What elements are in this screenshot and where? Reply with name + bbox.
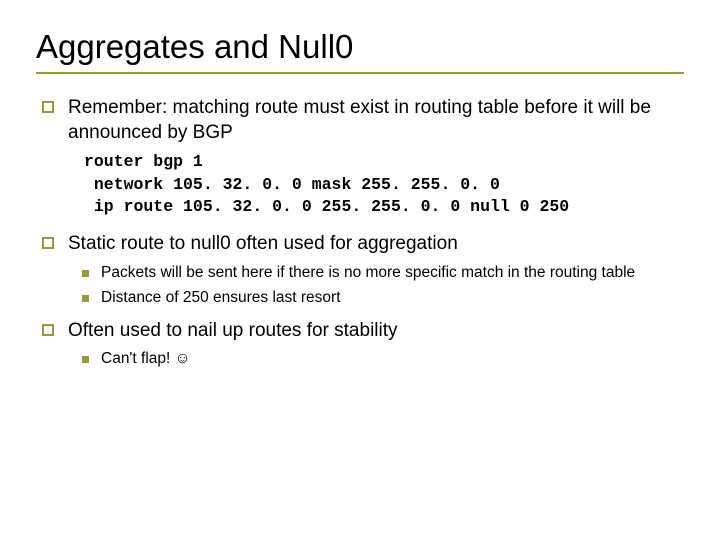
- bullet-item: Often used to nail up routes for stabili…: [42, 319, 684, 344]
- sub-bullet-group: Can't flap! ☺: [82, 349, 684, 370]
- bullet-text: Remember: matching route must exist in r…: [68, 96, 684, 145]
- bullet-group-3: Often used to nail up routes for stabili…: [42, 319, 684, 371]
- square-bullet-icon: [42, 324, 54, 336]
- bullet-item: Remember: matching route must exist in r…: [42, 96, 684, 145]
- code-line: ip route 105. 32. 0. 0 255. 255. 0. 0 nu…: [84, 196, 684, 218]
- bullet-text: Often used to nail up routes for stabili…: [68, 319, 398, 344]
- code-block: router bgp 1 network 105. 32. 0. 0 mask …: [84, 151, 684, 218]
- code-line: router bgp 1: [84, 151, 684, 173]
- bullet-group-2: Static route to null0 often used for agg…: [42, 232, 684, 309]
- sub-bullet-group: Packets will be sent here if there is no…: [82, 263, 684, 309]
- sub-bullet-text: Packets will be sent here if there is no…: [101, 263, 635, 284]
- bullet-item: Static route to null0 often used for agg…: [42, 232, 684, 257]
- sub-bullet-text: Can't flap! ☺: [101, 349, 190, 370]
- square-bullet-icon: [42, 101, 54, 113]
- sub-bullet-text: Distance of 250 ensures last resort: [101, 288, 341, 309]
- small-square-bullet-icon: [82, 356, 89, 363]
- code-line: network 105. 32. 0. 0 mask 255. 255. 0. …: [84, 174, 684, 196]
- bullet-text: Static route to null0 often used for agg…: [68, 232, 458, 257]
- sub-bullet-item: Packets will be sent here if there is no…: [82, 263, 684, 284]
- bullet-group-1: Remember: matching route must exist in r…: [42, 96, 684, 218]
- small-square-bullet-icon: [82, 295, 89, 302]
- small-square-bullet-icon: [82, 270, 89, 277]
- slide-container: Aggregates and Null0 Remember: matching …: [0, 0, 720, 400]
- slide-title: Aggregates and Null0: [36, 28, 684, 66]
- sub-bullet-item: Distance of 250 ensures last resort: [82, 288, 684, 309]
- title-underline: [36, 72, 684, 74]
- sub-bullet-item: Can't flap! ☺: [82, 349, 684, 370]
- square-bullet-icon: [42, 237, 54, 249]
